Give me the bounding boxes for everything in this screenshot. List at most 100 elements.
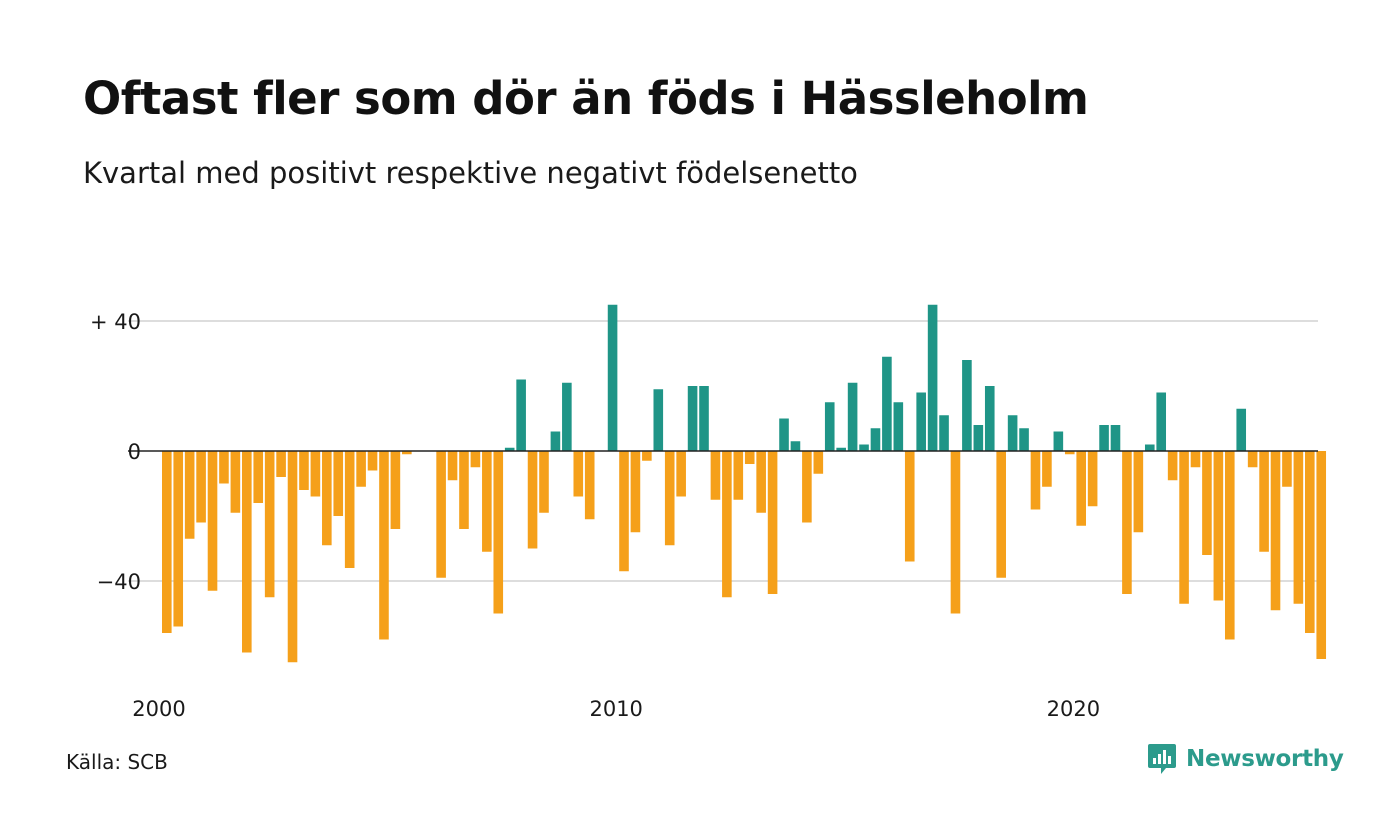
y-axis-ticks: + 40 0 −40 [90,310,141,594]
bar-37 [584,451,595,520]
bar-0 [162,451,172,633]
bar-99 [1293,451,1304,604]
bar-79 [1064,451,1075,455]
bar-11 [287,451,298,663]
bar-16 [344,451,355,568]
y-tick-label-2: −40 [97,570,141,594]
x-tick-label-2010: 2010 [589,697,642,721]
bar-73 [996,451,1006,578]
bar-31 [516,379,526,451]
bar-50 [733,451,744,500]
bar-63 [882,356,892,451]
bar-89 [1179,451,1189,604]
bar-61 [859,444,869,451]
bar-45 [676,451,686,497]
bar-82 [1099,425,1109,451]
bar-13 [310,451,321,497]
bar-58 [824,402,835,451]
bar-32 [527,451,538,549]
bar-69 [950,451,961,614]
bar-52 [756,451,766,513]
bar-40 [619,451,629,572]
bar-48 [710,451,721,500]
bar-30 [504,447,515,451]
bar-29 [493,451,504,614]
bars [162,304,1327,663]
bar-78 [1053,431,1064,451]
bar-97 [1270,451,1281,611]
bar-41 [630,451,641,533]
bar-49 [722,451,732,598]
newsworthy-logo: Newsworthy [1147,742,1344,776]
bar-56 [802,451,812,523]
bar-35 [562,382,572,451]
bar-54 [779,418,789,451]
bar-81 [1087,451,1098,507]
bar-72 [984,386,995,451]
bar-43 [653,389,664,451]
bar-68 [939,415,949,451]
bar-47 [699,386,709,451]
bar-66 [916,392,926,451]
bar-65 [904,451,915,562]
bar-24 [436,451,446,578]
bar-28 [482,451,492,552]
bar-39 [607,304,618,451]
bar-21 [402,451,412,455]
bar-17 [356,451,366,487]
bar-33 [539,451,549,513]
y-tick-label-0: + 40 [90,310,141,334]
x-tick-label-2020: 2020 [1047,697,1100,721]
bar-86 [1144,444,1155,451]
bar-94 [1236,408,1247,451]
bar-95 [1247,451,1258,468]
bar-2 [184,451,195,539]
bar-10 [276,451,286,477]
bar-62 [870,428,881,451]
bar-57 [813,451,824,474]
bar-84 [1122,451,1132,594]
source-note: Källa: SCB [66,750,168,774]
bar-15 [333,451,344,516]
chart-title: Oftast fler som dör än föds i Hässleholm [83,72,1089,125]
bar-60 [847,382,858,451]
bar-100 [1305,451,1315,633]
bar-96 [1259,451,1269,552]
bar-36 [573,451,584,497]
bar-92 [1213,451,1224,601]
bar-87 [1156,392,1167,451]
bar-71 [973,425,984,451]
bar-44 [664,451,675,546]
bar-5 [219,451,229,484]
bar-83 [1110,425,1121,451]
bar-19 [379,451,389,640]
bar-3 [196,451,206,523]
bar-46 [687,386,698,451]
bar-4 [207,451,218,591]
y-tick-label-1: 0 [128,440,141,464]
bar-8 [253,451,264,503]
bar-26 [459,451,469,529]
chart-subtitle: Kvartal med positivt respektive negativt… [83,156,858,190]
bar-64 [893,402,904,451]
bar-1 [173,451,184,627]
bar-77 [1042,451,1052,487]
bar-9 [264,451,275,598]
bar-18 [367,451,378,471]
bar-91 [1202,451,1212,555]
bar-27 [470,451,481,468]
bar-53 [767,451,778,594]
bar-88 [1167,451,1178,481]
brand-name: Newsworthy [1186,746,1344,772]
bar-74 [1007,415,1018,451]
bar-55 [790,441,801,451]
bar-34 [550,431,561,451]
bar-14 [322,451,332,546]
bar-90 [1190,451,1201,468]
bar-67 [927,304,938,451]
newsworthy-logo-icon [1148,744,1176,774]
x-tick-label-2000: 2000 [132,697,185,721]
bar-59 [836,447,846,451]
bar-chart: + 40 0 −40 2000 2010 2020 [90,304,1327,721]
bar-6 [230,451,241,513]
